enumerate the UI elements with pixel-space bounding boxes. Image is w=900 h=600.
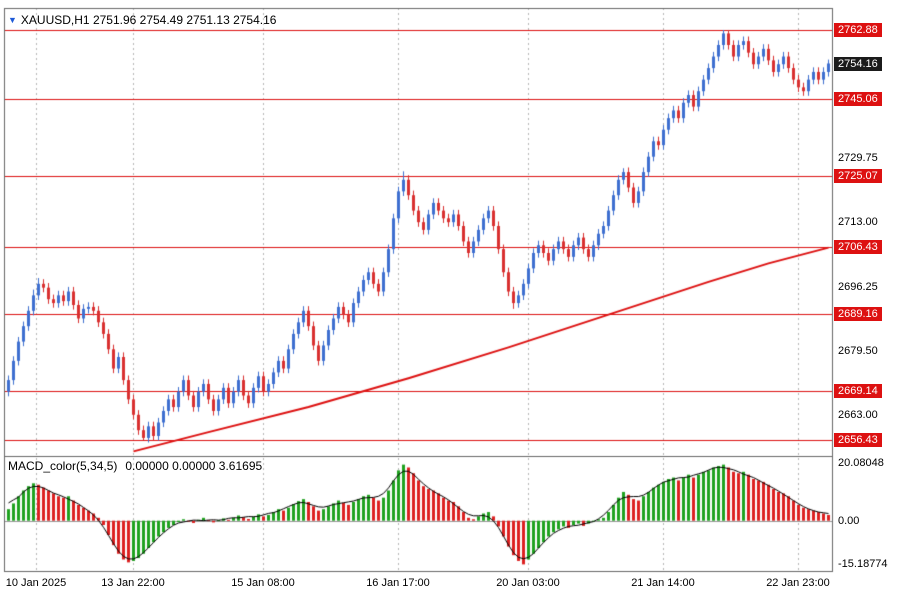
price-level-label: 2706.43 <box>834 240 882 254</box>
macd-values: 0.00000 0.00000 3.61695 <box>125 459 263 473</box>
macd-header: MACD_color(5,34,5) 0.00000 0.00000 3.6169… <box>8 459 262 473</box>
chart-title-text: XAUUSD,H1 2751.96 2754.49 2751.13 2754.1… <box>20 13 277 27</box>
time-axis-label: 20 Jan 03:00 <box>496 577 560 589</box>
time-axis-label: 21 Jan 14:00 <box>631 577 695 589</box>
symbol-marker-icon: ▼ <box>8 15 17 25</box>
time-axis-label: 22 Jan 23:00 <box>766 577 830 589</box>
macd-tick-label: -15.18774 <box>838 558 888 570</box>
time-axis-label: 15 Jan 08:00 <box>231 577 295 589</box>
price-level-label: 2745.06 <box>834 92 882 106</box>
macd-label: MACD_color(5,34,5) <box>8 459 118 473</box>
price-level-label: 2725.07 <box>834 169 882 183</box>
time-axis-label: 16 Jan 17:00 <box>366 577 430 589</box>
price-tick-label: 2713.00 <box>838 216 878 228</box>
price-tick-label: 2729.75 <box>838 152 878 164</box>
macd-tick-label: 20.08048 <box>838 457 884 469</box>
chart-title: ▼ XAUUSD,H1 2751.96 2754.49 2751.13 2754.… <box>8 13 276 27</box>
price-level-label: 2669.14 <box>834 384 882 398</box>
price-tick-label: 2679.50 <box>838 345 878 357</box>
time-axis-label: 13 Jan 22:00 <box>101 577 165 589</box>
macd-tick-label: 0.00 <box>838 515 860 527</box>
price-level-label: 2762.88 <box>834 23 882 37</box>
price-tick-label: 2663.00 <box>838 409 878 421</box>
price-level-label: 2656.43 <box>834 433 882 447</box>
price-tick-label: 2696.25 <box>838 281 878 293</box>
price-level-label: 2689.16 <box>834 307 882 321</box>
time-axis-label: 10 Jan 2025 <box>5 577 67 589</box>
current-price-label: 2754.16 <box>834 57 882 71</box>
